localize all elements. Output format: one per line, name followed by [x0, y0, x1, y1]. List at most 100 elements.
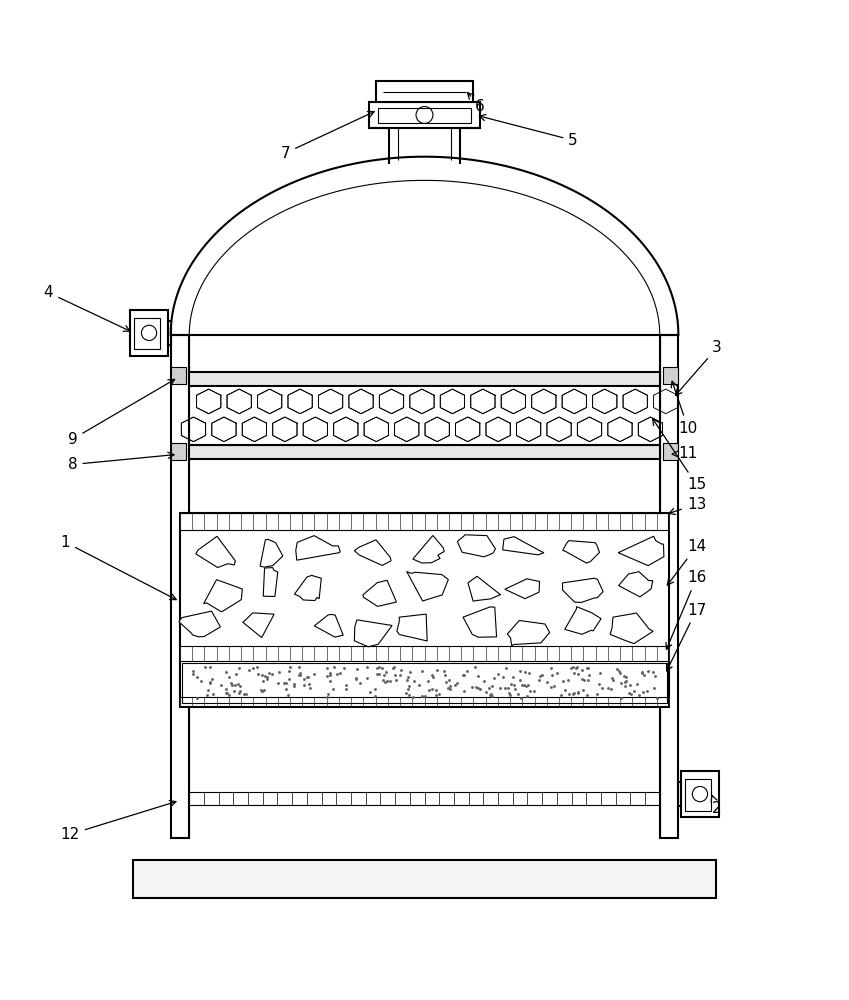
Point [519, 664, 532, 680]
Point [595, 680, 609, 696]
Point [187, 666, 200, 682]
Point [301, 676, 315, 692]
Polygon shape [295, 575, 321, 601]
Point [641, 663, 655, 679]
Point [294, 667, 307, 683]
Point [471, 668, 485, 684]
Point [307, 666, 321, 682]
Point [469, 659, 482, 675]
Point [443, 678, 457, 694]
Point [400, 672, 413, 688]
Bar [369, 102, 480, 128]
Point [190, 669, 204, 685]
Point [521, 677, 535, 693]
Point [228, 677, 241, 693]
Point [261, 671, 274, 687]
Point [624, 686, 638, 702]
Point [281, 687, 295, 703]
Bar [376, 81, 473, 102]
Point [250, 659, 264, 675]
Point [376, 672, 390, 688]
Point [576, 682, 589, 698]
Polygon shape [354, 620, 392, 647]
Point [483, 687, 497, 703]
Point [333, 665, 346, 681]
Point [323, 673, 337, 689]
Point [548, 678, 561, 694]
Point [402, 669, 415, 685]
Point [614, 675, 627, 691]
Polygon shape [407, 571, 448, 601]
Point [582, 667, 596, 683]
Point [507, 669, 520, 685]
Point [297, 671, 311, 687]
Point [320, 660, 334, 676]
Point [377, 667, 391, 683]
Point [486, 688, 499, 704]
Point [567, 685, 581, 701]
Point [243, 662, 256, 678]
Point [340, 681, 353, 697]
Point [576, 662, 589, 678]
Bar [130, 310, 168, 356]
Point [300, 669, 313, 685]
Point [522, 665, 536, 681]
Polygon shape [505, 579, 540, 599]
Point [321, 686, 335, 702]
Point [219, 685, 233, 701]
Point [440, 674, 453, 690]
Polygon shape [263, 568, 278, 596]
Point [287, 676, 301, 692]
Point [527, 683, 541, 699]
Point [222, 669, 236, 685]
Bar [189, 372, 660, 386]
Point [622, 685, 636, 701]
Point [283, 663, 296, 679]
Point [562, 686, 576, 702]
Point [292, 659, 306, 675]
Point [571, 659, 584, 675]
Polygon shape [260, 539, 283, 567]
Point [511, 686, 525, 702]
Point [278, 675, 291, 691]
Text: 13: 13 [669, 497, 706, 514]
Point [575, 671, 588, 687]
Polygon shape [354, 540, 391, 565]
Point [407, 673, 420, 689]
Bar [171, 335, 189, 838]
Point [582, 660, 595, 676]
Polygon shape [179, 611, 221, 637]
Point [473, 681, 486, 697]
Point [422, 682, 436, 698]
Point [581, 660, 594, 676]
Bar [681, 771, 719, 817]
Point [618, 674, 632, 690]
Point [225, 677, 239, 693]
Point [581, 672, 594, 688]
Point [301, 669, 314, 685]
Point [201, 682, 215, 698]
Polygon shape [563, 578, 603, 602]
Point [648, 668, 661, 684]
Point [561, 672, 575, 688]
Bar [171, 367, 186, 384]
Bar [171, 443, 186, 460]
Point [388, 667, 402, 683]
Point [487, 670, 501, 686]
Point [499, 660, 513, 676]
Point [437, 663, 451, 679]
Point [287, 678, 301, 694]
Bar [180, 513, 669, 707]
Point [203, 674, 216, 690]
Polygon shape [363, 580, 396, 606]
Point [261, 665, 275, 681]
Point [412, 677, 425, 693]
Point [187, 663, 200, 679]
Point [402, 678, 415, 694]
Point [250, 666, 264, 682]
Point [624, 677, 638, 693]
Point [260, 669, 273, 685]
Point [519, 678, 532, 694]
Point [571, 684, 585, 700]
Polygon shape [458, 535, 496, 557]
